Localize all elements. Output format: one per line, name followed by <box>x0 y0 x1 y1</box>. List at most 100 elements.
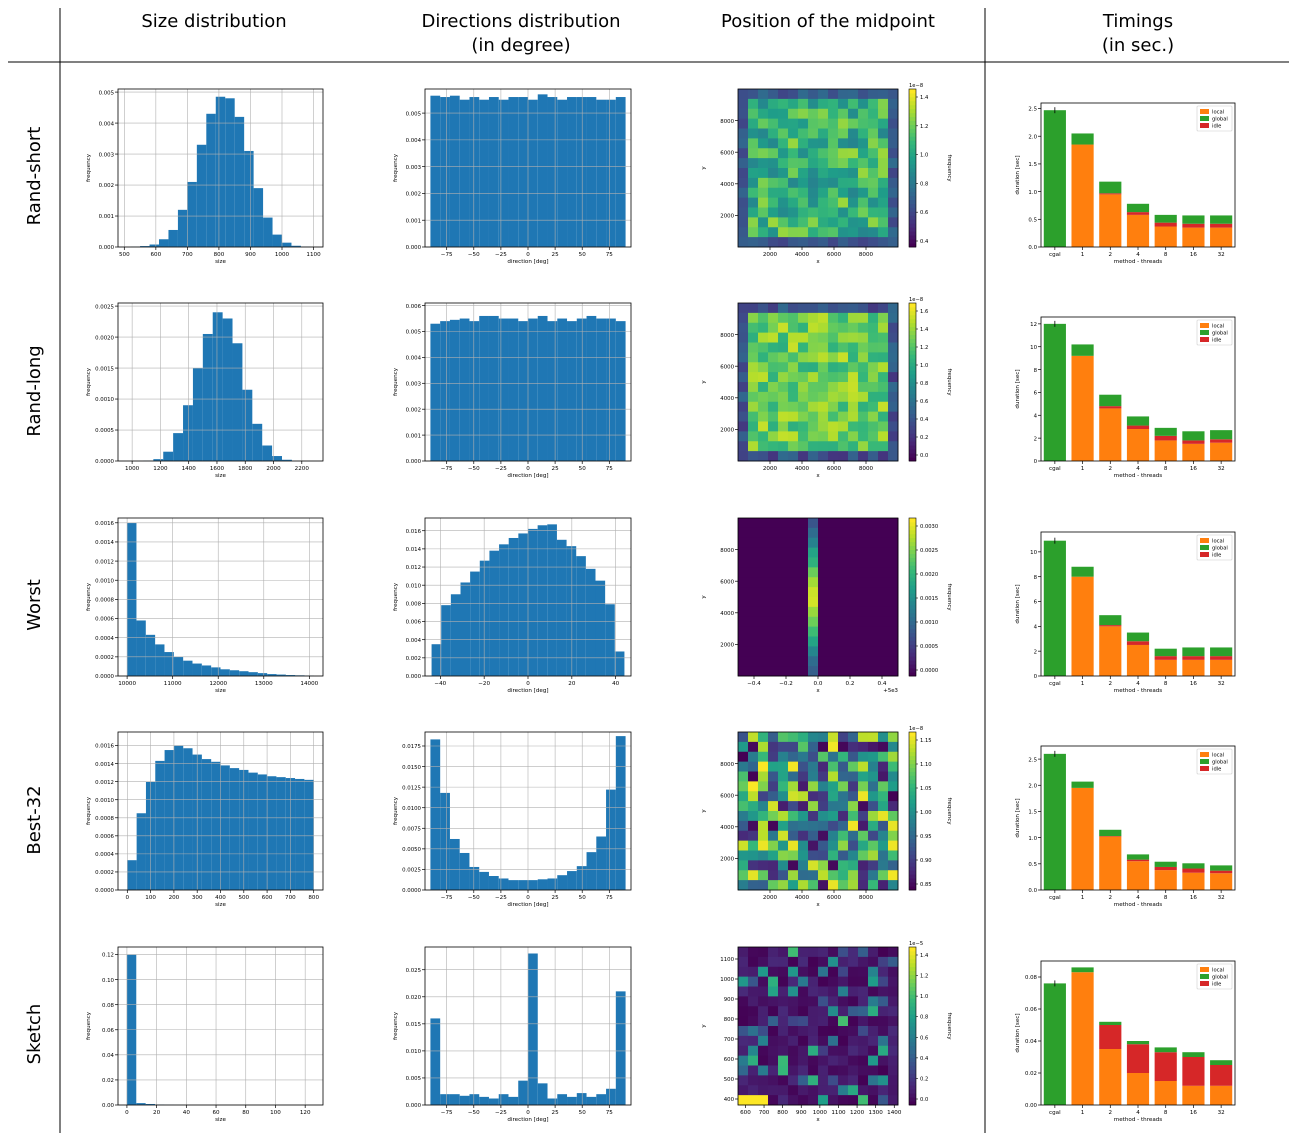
heatmap-cell <box>748 1035 759 1047</box>
heatmap-cell <box>808 89 819 100</box>
histogram-bar <box>557 99 568 248</box>
heatmap-cell <box>818 1026 829 1037</box>
colorbar-offset: 1e−8 <box>909 83 923 89</box>
tick-label-y: 0.0 <box>1028 888 1037 894</box>
heatmap-cell <box>768 187 779 199</box>
heatmap-cell <box>748 197 759 208</box>
heatmap-cell <box>818 421 829 432</box>
heatmap-cell <box>848 332 859 343</box>
colorbar-tick-label: 0.0 <box>920 453 928 459</box>
colorbar-segment <box>909 1053 916 1058</box>
stacked-bar-global <box>1154 861 1177 867</box>
heatmap-cell <box>838 880 849 891</box>
heatmap-cell <box>858 801 869 812</box>
heatmap-cell <box>738 98 749 110</box>
heatmap-cell <box>748 801 759 812</box>
heatmap-cell <box>798 666 809 677</box>
histogram-bar <box>586 852 597 890</box>
heatmap-cell <box>788 1085 799 1096</box>
heatmap-cell <box>778 372 789 383</box>
heatmap-cell <box>758 187 769 199</box>
heatmap-cell <box>818 761 829 772</box>
tick-label-x: 800 <box>308 895 319 901</box>
tick-label-x: 25 <box>552 252 560 258</box>
tick-label-x: −25 <box>495 1110 507 1116</box>
colorbar-tick-label: 1.05 <box>920 786 932 792</box>
histogram-bar <box>459 318 470 461</box>
heatmap-cell <box>738 636 749 647</box>
heatmap-cell <box>828 537 839 549</box>
heatmap-cell <box>788 362 799 373</box>
heatmap-cell <box>838 382 849 393</box>
heatmap-cell <box>848 1016 859 1027</box>
heatmap-cell <box>768 870 779 881</box>
tick-label-x: 4000 <box>795 252 810 258</box>
tick-label-y: 0.005 <box>406 330 421 336</box>
colorbar-segment <box>909 382 916 387</box>
stacked-bar-global <box>1043 540 1066 676</box>
tick-label-x: 75 <box>606 252 614 258</box>
heatmap-cell <box>888 577 899 588</box>
colorbar-segment <box>909 199 916 204</box>
heatmap-cell <box>768 118 779 129</box>
heatmap-cell <box>828 197 839 208</box>
colorbar-segment <box>909 235 916 240</box>
heatmap-cell <box>758 801 769 812</box>
histogram-bar <box>168 229 178 247</box>
heatmap-cell <box>788 118 799 129</box>
heatmap-cell <box>828 527 839 539</box>
colorbar-segment <box>909 203 916 208</box>
heatmap-cell <box>778 451 789 462</box>
axis-label-y: frequency <box>86 367 92 396</box>
colorbar-tick-label: 0.4 <box>920 239 929 245</box>
heatmap-cell <box>758 870 769 881</box>
histogram-bar <box>201 665 212 676</box>
histogram-bar <box>140 246 150 247</box>
colorbar-tick-label: 0.8 <box>920 381 928 387</box>
histogram-bar <box>528 953 538 1105</box>
heatmap-cell <box>808 187 819 199</box>
heatmap-cell <box>838 1045 849 1057</box>
heatmap-cell <box>848 303 859 314</box>
heatmap-cell <box>788 751 799 763</box>
histogram-size-best-32: 0.00000.00020.00040.00060.00080.00100.00… <box>86 731 324 908</box>
heatmap-cell <box>768 227 779 238</box>
heatmap-cell <box>858 870 869 881</box>
heatmap-cell <box>748 947 759 958</box>
heatmap-cell <box>788 616 799 628</box>
heatmap-cell <box>748 342 759 353</box>
heatmap-cell <box>828 1075 839 1086</box>
legend-swatch <box>1200 974 1209 979</box>
heatmap-cell <box>848 567 859 578</box>
colorbar-segment <box>909 636 916 641</box>
tick-label-x: 16 <box>1190 895 1198 901</box>
stacked-bar-global <box>1071 133 1094 145</box>
axis-label-x: direction [deg] <box>507 259 548 265</box>
heatmap-cell <box>838 342 849 353</box>
stacked-bar-global <box>1071 781 1094 788</box>
heatmap-cell <box>888 830 899 842</box>
heatmap-cell <box>778 382 789 393</box>
histogram-bar <box>136 1103 146 1105</box>
heatmap-cell <box>878 1075 889 1086</box>
heatmap-cell <box>788 646 799 657</box>
tick-label-x: −50 <box>468 252 480 258</box>
tick-label-x: 2 <box>1109 466 1113 472</box>
colorbar-segment <box>909 656 916 661</box>
heatmap-cell <box>868 401 879 413</box>
colorbar-segment <box>909 882 916 887</box>
heatmap-cell <box>878 860 889 871</box>
heatmap-cell <box>778 636 789 647</box>
stacked-bar-local <box>1099 836 1122 890</box>
heatmap-cell <box>828 1085 839 1096</box>
heatmap-cell <box>888 98 899 110</box>
heatmap-cell <box>868 567 879 578</box>
heatmap-cell <box>878 128 889 139</box>
histogram-bar <box>576 1093 587 1105</box>
heatmap-cell <box>748 557 759 568</box>
legend-swatch <box>1200 123 1209 128</box>
colorbar-segment <box>909 346 916 351</box>
stacked-bar-idle <box>1210 870 1233 874</box>
axis-label-y: duration [sec] <box>1015 798 1021 837</box>
tick-label-x: 13000 <box>255 681 273 687</box>
